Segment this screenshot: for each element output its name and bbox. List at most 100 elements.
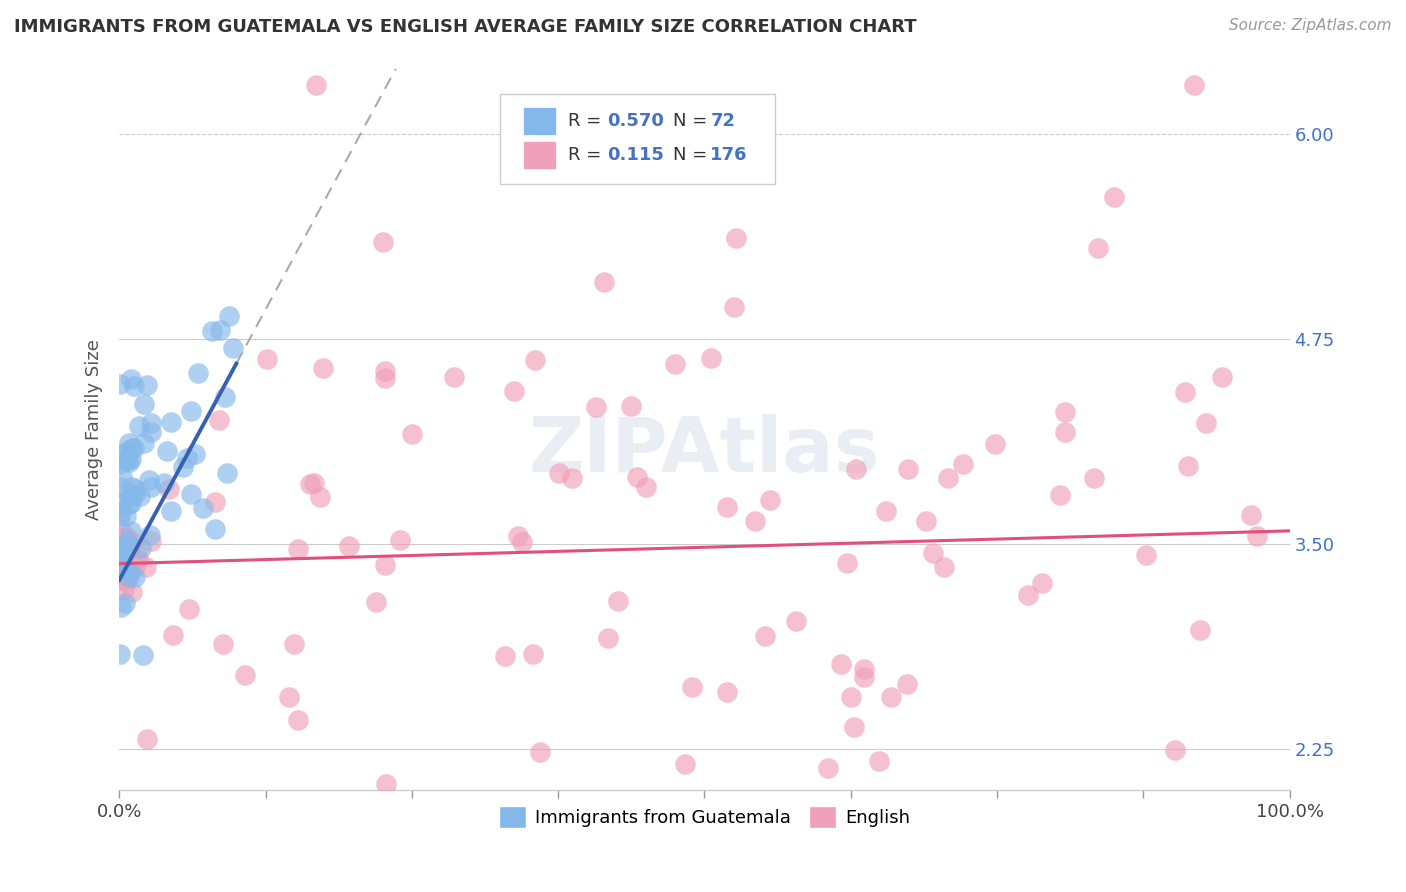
Point	[111, 558, 134, 573]
Point	[302, 475, 325, 490]
Point	[593, 275, 616, 289]
Point	[117, 561, 139, 575]
Point	[432, 799, 454, 814]
Point	[135, 560, 157, 574]
Point	[374, 364, 396, 378]
Point	[278, 690, 301, 704]
Point	[896, 676, 918, 690]
Point	[835, 556, 858, 570]
Point	[529, 745, 551, 759]
Point	[233, 668, 256, 682]
Point	[896, 462, 918, 476]
Point	[211, 637, 233, 651]
Point	[112, 538, 135, 552]
Point	[111, 542, 134, 557]
Point	[117, 535, 139, 549]
Point	[785, 614, 807, 628]
Point	[117, 558, 139, 572]
Point	[305, 78, 328, 92]
Point	[114, 535, 136, 549]
Point	[374, 558, 396, 572]
Point	[308, 490, 330, 504]
Point	[110, 552, 132, 566]
Point	[129, 541, 152, 556]
Point	[110, 558, 132, 572]
Point	[548, 466, 571, 480]
Point	[1053, 405, 1076, 419]
Point	[187, 366, 209, 380]
FancyBboxPatch shape	[499, 94, 775, 184]
Point	[121, 557, 143, 571]
Point	[110, 553, 132, 567]
Point	[139, 480, 162, 494]
Point	[681, 680, 703, 694]
Point	[139, 533, 162, 548]
Text: 0.570: 0.570	[607, 112, 664, 130]
Point	[117, 549, 139, 563]
Point	[120, 533, 142, 548]
Text: R =: R =	[568, 146, 606, 164]
Point	[364, 595, 387, 609]
Point	[110, 556, 132, 570]
Point	[114, 508, 136, 523]
Point	[124, 570, 146, 584]
Point	[111, 560, 134, 574]
Point	[118, 549, 141, 564]
Point	[1211, 370, 1233, 384]
Text: Source: ZipAtlas.com: Source: ZipAtlas.com	[1229, 18, 1392, 33]
Point	[114, 562, 136, 576]
Point	[160, 504, 183, 518]
Point	[139, 425, 162, 439]
Point	[118, 570, 141, 584]
Point	[108, 561, 131, 575]
Point	[115, 574, 138, 588]
Point	[952, 457, 974, 471]
Point	[118, 497, 141, 511]
Point	[111, 533, 134, 547]
Point	[110, 543, 132, 558]
Point	[287, 714, 309, 728]
Point	[110, 566, 132, 580]
Point	[124, 486, 146, 500]
Point	[201, 324, 224, 338]
Point	[111, 564, 134, 578]
Point	[111, 532, 134, 546]
Point	[1184, 78, 1206, 92]
Point	[110, 600, 132, 615]
Point	[129, 489, 152, 503]
Point	[108, 550, 131, 565]
Point	[115, 444, 138, 458]
Point	[585, 401, 607, 415]
Point	[626, 470, 648, 484]
Point	[222, 341, 245, 355]
Point	[443, 369, 465, 384]
Point	[114, 552, 136, 566]
Point	[1017, 588, 1039, 602]
Point	[204, 495, 226, 509]
Point	[744, 514, 766, 528]
Point	[117, 562, 139, 576]
Point	[494, 648, 516, 663]
Point	[932, 560, 955, 574]
Point	[176, 451, 198, 466]
Point	[120, 564, 142, 578]
Point	[153, 475, 176, 490]
Point	[209, 323, 232, 337]
Point	[1239, 508, 1261, 522]
Point	[853, 670, 876, 684]
Point	[120, 451, 142, 466]
Point	[921, 546, 943, 560]
Point	[120, 496, 142, 510]
Point	[256, 351, 278, 366]
Point	[508, 529, 530, 543]
Point	[121, 584, 143, 599]
Point	[111, 553, 134, 567]
Point	[606, 594, 628, 608]
Point	[131, 648, 153, 663]
Point	[1049, 488, 1071, 502]
Text: 0.115: 0.115	[607, 146, 664, 164]
FancyBboxPatch shape	[523, 141, 555, 169]
Point	[108, 457, 131, 471]
Point	[117, 544, 139, 558]
Point	[1174, 384, 1197, 399]
